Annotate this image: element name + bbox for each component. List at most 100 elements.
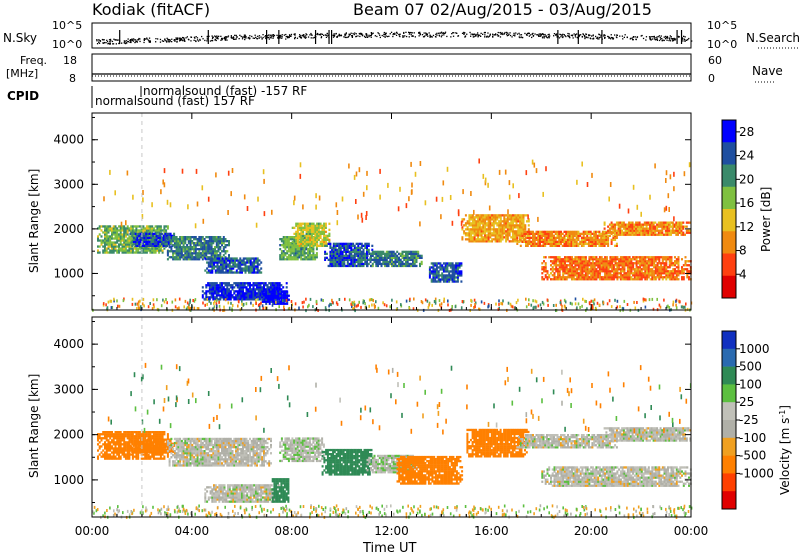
- echo-cell: [248, 265, 250, 268]
- echo-cell: [214, 250, 216, 253]
- noise-point: [157, 38, 159, 40]
- echo-cell: [293, 238, 296, 241]
- echo-cell: [464, 238, 467, 241]
- echo-cell: [366, 264, 369, 268]
- echo-cell: [119, 231, 122, 234]
- echo-cell: [160, 236, 163, 239]
- echo-cell: [485, 230, 488, 233]
- echo-cell: [635, 268, 638, 271]
- echo-cell: [565, 240, 568, 243]
- echo-cell: [539, 242, 541, 245]
- echo-cell: [595, 278, 598, 281]
- echo-cell: [145, 225, 148, 228]
- echo-cell: [352, 264, 355, 268]
- echo-cell: [208, 284, 211, 287]
- echo-cell: [124, 233, 127, 236]
- echo-cell: [602, 278, 605, 281]
- echo-cell: [480, 232, 483, 235]
- echo-cell: [323, 232, 326, 235]
- echo-cell: [561, 244, 564, 247]
- echo-cell: [252, 282, 255, 285]
- echo-cell: [159, 232, 162, 235]
- echo-cell: [499, 222, 502, 225]
- noise-point: [592, 38, 595, 40]
- echo-cell: [471, 228, 474, 231]
- echo-cell: [251, 261, 254, 264]
- echo-cell: [618, 264, 621, 267]
- station-title: Kodiak (fitACF): [92, 0, 210, 19]
- echo-cell: [249, 282, 251, 285]
- echo-cell: [249, 259, 252, 262]
- echo-cell: [224, 238, 227, 241]
- echo-cell: [265, 300, 268, 303]
- noise-point: [464, 32, 466, 34]
- echo-cell: [294, 246, 297, 249]
- echo-cell: [357, 246, 360, 249]
- echo-cell: [296, 258, 299, 261]
- echo-cell: [227, 265, 229, 268]
- echo-cell: [228, 261, 231, 264]
- echo-cell: [164, 242, 167, 245]
- echo-cell: [463, 230, 466, 233]
- echo-cell: [307, 250, 310, 253]
- echo-cell: [432, 276, 435, 279]
- echo-cell: [586, 242, 589, 245]
- echo-cell: [324, 256, 327, 259]
- echo-cell: [437, 280, 440, 283]
- echo-cell: [367, 262, 370, 266]
- echo-cell: [591, 236, 594, 239]
- echo-cell: [128, 227, 131, 230]
- echo-cell: [558, 278, 561, 281]
- echo-cell: [212, 236, 215, 239]
- echo-cell: [380, 262, 383, 266]
- echo-cell: [498, 238, 501, 241]
- echo-cell: [309, 240, 312, 243]
- echo-cell: [168, 244, 171, 247]
- echo-cell: [205, 246, 208, 249]
- echo-cell: [222, 298, 225, 301]
- echo-cell: [112, 231, 115, 234]
- echo-cell: [112, 229, 115, 232]
- echo-cell: [249, 286, 251, 289]
- noise-point: [244, 34, 246, 36]
- echo-cell: [508, 240, 511, 243]
- echo-cell: [226, 284, 229, 287]
- noise-point: [245, 35, 247, 38]
- echo-cell: [600, 270, 603, 273]
- echo-cell: [321, 224, 324, 227]
- echo-cell: [542, 242, 545, 245]
- echo-cell: [305, 222, 308, 225]
- echo-cell: [596, 236, 599, 239]
- echo-cell: [138, 225, 141, 228]
- echo-cell: [614, 260, 617, 263]
- echo-cell: [496, 218, 499, 221]
- echo-cell: [228, 259, 231, 262]
- echo-cell: [598, 240, 601, 243]
- echo-cell: [294, 258, 297, 261]
- echo-cell: [316, 244, 319, 247]
- echo-cell: [219, 282, 222, 285]
- echo-cell: [494, 220, 497, 223]
- noise-point: [516, 33, 519, 35]
- echo-cell: [233, 290, 236, 293]
- echo-cell: [312, 244, 315, 247]
- noise-point: [224, 39, 226, 41]
- echo-cell: [581, 276, 584, 279]
- echo-cell: [357, 258, 360, 261]
- echo-cell: [214, 252, 216, 255]
- echo-cell: [221, 292, 223, 295]
- echo-cell: [572, 274, 575, 277]
- echo-cell: [278, 298, 281, 301]
- noise-point: [684, 40, 686, 42]
- echo-cell: [401, 264, 404, 268]
- echo-cell: [329, 246, 332, 249]
- echo-cell: [401, 262, 404, 266]
- echo-cell: [603, 242, 606, 245]
- echo-cell: [571, 258, 573, 261]
- echo-cell: [348, 244, 351, 247]
- noise-point: [385, 32, 387, 34]
- echo-cell: [137, 231, 140, 234]
- echo-cell: [455, 266, 458, 269]
- echo-cell: [551, 270, 554, 273]
- echo-cell: [435, 276, 438, 279]
